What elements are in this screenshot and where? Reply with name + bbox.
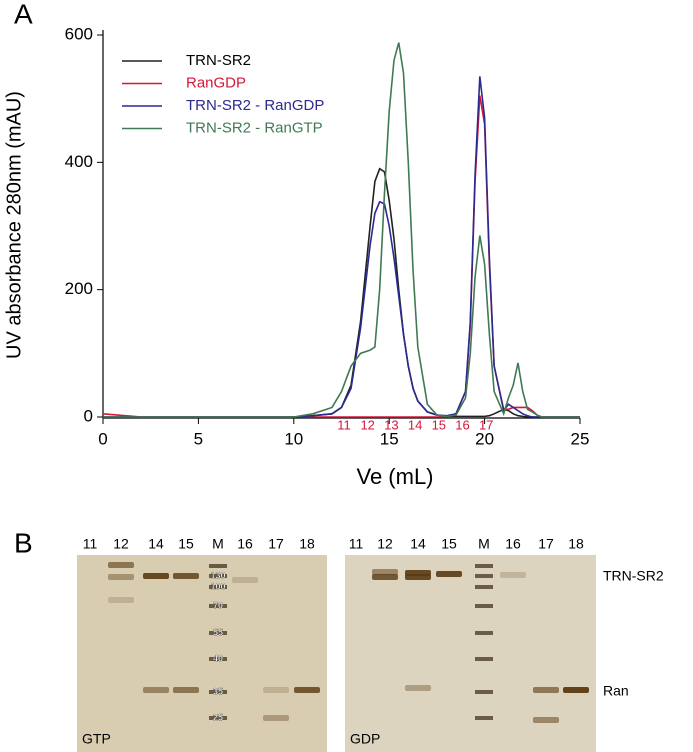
marker-label: 25 xyxy=(213,712,223,722)
band xyxy=(533,687,559,693)
marker-band xyxy=(475,690,493,694)
fraction-label: 11 xyxy=(337,417,351,432)
marker-band xyxy=(209,604,227,608)
y-tick-label: 0 xyxy=(84,406,93,425)
band xyxy=(263,687,289,693)
band xyxy=(500,572,526,578)
gels xyxy=(77,555,596,752)
marker-label: 130 xyxy=(210,570,225,580)
band xyxy=(173,573,199,579)
lane-label: 18 xyxy=(299,536,315,552)
x-tick-label: 5 xyxy=(194,429,203,448)
marker-label: 40 xyxy=(213,653,223,663)
y-tick-label: 200 xyxy=(65,279,93,298)
band xyxy=(143,573,169,579)
fraction-label: 15 xyxy=(432,417,446,432)
lane-label: 12 xyxy=(377,536,393,552)
series-line xyxy=(103,42,580,418)
marker-band xyxy=(209,585,227,589)
marker-band xyxy=(209,716,227,720)
x-tick-label: 0 xyxy=(98,429,107,448)
lane-label: 18 xyxy=(568,536,584,552)
marker-band xyxy=(475,716,493,720)
band xyxy=(108,597,134,603)
lane-label: 11 xyxy=(83,536,98,552)
marker-band xyxy=(475,574,493,578)
marker-band xyxy=(475,657,493,661)
marker-label: 70 xyxy=(213,600,223,610)
band xyxy=(372,569,398,575)
band xyxy=(533,717,559,723)
marker-band xyxy=(209,631,227,635)
x-tick-label: 25 xyxy=(571,429,590,448)
legend-label: TRN-SR2 - RanGTP xyxy=(186,119,323,136)
legend-label: TRN-SR2 - RanGDP xyxy=(186,97,324,114)
band xyxy=(263,715,289,721)
band-label: Ran xyxy=(603,683,629,699)
lane-label: 16 xyxy=(505,536,521,552)
marker-band xyxy=(475,564,493,568)
band xyxy=(232,577,258,583)
series-line xyxy=(103,76,580,418)
lane-label: 16 xyxy=(237,536,253,552)
marker-band xyxy=(209,657,227,661)
fraction-label: 13 xyxy=(384,417,398,432)
band xyxy=(405,574,431,580)
band xyxy=(108,562,134,568)
band-label: TRN-SR2 xyxy=(603,568,664,584)
marker-band xyxy=(475,585,493,589)
band xyxy=(405,685,431,691)
legend-label: RanGDP xyxy=(186,74,246,91)
lane-label: 14 xyxy=(410,536,426,552)
band xyxy=(108,574,134,580)
marker-label: 100 xyxy=(210,581,225,591)
marker-label: 55 xyxy=(213,627,223,637)
fraction-label: 12 xyxy=(360,417,374,432)
x-tick-label: 15 xyxy=(380,429,399,448)
marker-band xyxy=(475,631,493,635)
marker-band xyxy=(475,604,493,608)
fraction-label: 17 xyxy=(479,417,493,432)
lane-label: 11 xyxy=(349,536,364,552)
band xyxy=(294,687,320,693)
lane-label: 17 xyxy=(538,536,554,552)
y-tick-label: 600 xyxy=(65,24,93,43)
panel-label: B xyxy=(14,527,33,558)
series-line xyxy=(103,167,580,418)
gel-label: GDP xyxy=(350,731,380,747)
x-tick-label: 10 xyxy=(284,429,303,448)
marker-band xyxy=(209,564,227,568)
gel xyxy=(77,555,327,752)
lane-label: M xyxy=(478,536,490,552)
panel-label: A xyxy=(14,0,33,29)
band xyxy=(143,687,169,693)
marker-band xyxy=(209,690,227,694)
y-axis-label: UV absorbance 280nm (mAU) xyxy=(3,91,25,359)
band xyxy=(563,687,589,693)
marker-label: 35 xyxy=(213,686,223,696)
x-axis-label: Ve (mL) xyxy=(356,464,433,489)
lane-label: 14 xyxy=(148,536,164,552)
y-tick-label: 400 xyxy=(65,152,93,171)
lane-label: 15 xyxy=(178,536,194,552)
legend-label: TRN-SR2 xyxy=(186,52,251,69)
x-tick-label: 20 xyxy=(475,429,494,448)
lane-label: 15 xyxy=(441,536,457,552)
band xyxy=(372,574,398,580)
lane-label: 17 xyxy=(268,536,284,552)
band xyxy=(436,571,462,577)
series-line xyxy=(102,95,580,418)
band xyxy=(173,687,199,693)
gel-label: GTP xyxy=(82,731,111,747)
fraction-label: 16 xyxy=(455,417,469,432)
lane-label: 12 xyxy=(113,536,129,552)
lane-label: M xyxy=(212,536,224,552)
marker-band xyxy=(209,574,227,578)
fraction-label: 14 xyxy=(408,417,422,432)
